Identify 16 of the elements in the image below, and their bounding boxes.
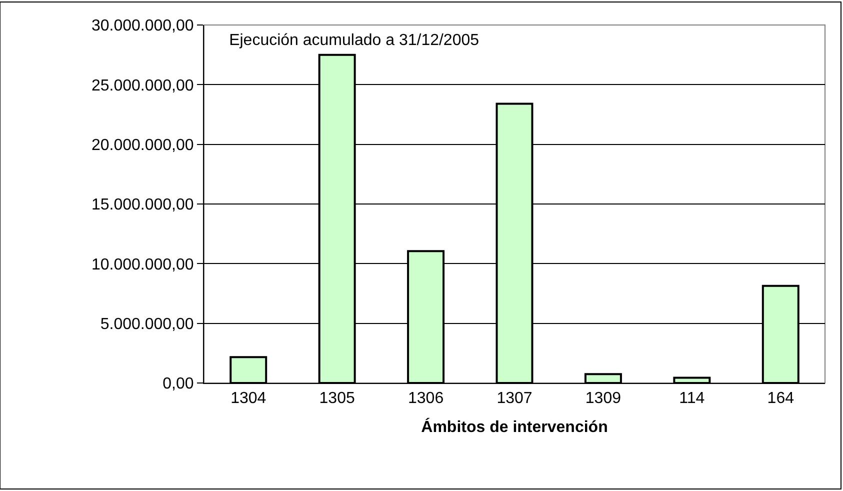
y-tick-label: 0,00 [162, 376, 194, 393]
x-tick-label: 1307 [496, 390, 532, 408]
chart-title: Ejecución acumulado a 31/12/2005 [229, 32, 480, 49]
y-tick-label: 25.000.000,00 [91, 77, 194, 94]
x-tick-label: 1306 [408, 390, 444, 408]
y-tick-label: 20.000.000,00 [91, 136, 194, 154]
x-tick-label: 1304 [230, 390, 266, 408]
x-tick-label: 1309 [585, 390, 622, 408]
y-tick-label: 5.000.000,00 [100, 316, 194, 333]
x-tick-label: 114 [679, 390, 705, 408]
x-tick-label: 164 [767, 390, 794, 408]
y-tick-label: 15.000.000,00 [91, 196, 194, 214]
x-axis-title: Ámbitos de intervención [421, 416, 608, 436]
y-tick-label: 10.000.000,00 [91, 256, 194, 274]
y-tick-label: 30.000.000,00 [91, 18, 194, 35]
x-tick-label: 1305 [319, 390, 355, 408]
